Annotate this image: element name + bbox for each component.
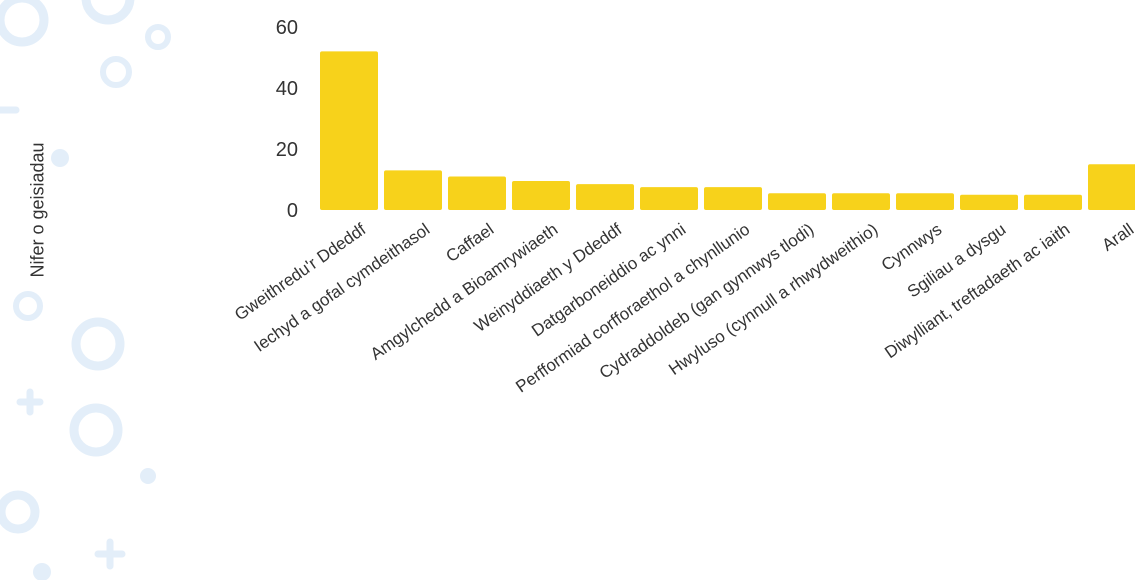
y-tick-label-1: 20 bbox=[276, 139, 298, 161]
y-axis-label: Nifer o geisiadau bbox=[27, 142, 48, 278]
bar-2 bbox=[448, 176, 506, 210]
bar-3 bbox=[512, 181, 570, 210]
y-tick-label-0: 0 bbox=[287, 200, 298, 222]
x-tick-label-6: Perfformiad corfforaethol a chynllunio bbox=[512, 220, 753, 397]
bar-11 bbox=[1024, 194, 1082, 210]
y-tick-label-3: 60 bbox=[276, 17, 298, 39]
bar-4 bbox=[576, 184, 634, 210]
bar-7 bbox=[768, 193, 826, 210]
x-tick-label-12: Arall bbox=[1099, 220, 1135, 255]
bar-10 bbox=[960, 194, 1018, 210]
y-tick-label-2: 40 bbox=[276, 78, 298, 100]
bar-9 bbox=[896, 193, 954, 210]
bar-0 bbox=[320, 51, 378, 211]
bar-12 bbox=[1088, 164, 1135, 210]
bar-6 bbox=[704, 187, 762, 210]
bar-5 bbox=[640, 187, 698, 210]
x-tick-label-2: Caffael bbox=[443, 220, 498, 266]
bar-8 bbox=[832, 193, 890, 210]
bar-1 bbox=[384, 170, 442, 210]
